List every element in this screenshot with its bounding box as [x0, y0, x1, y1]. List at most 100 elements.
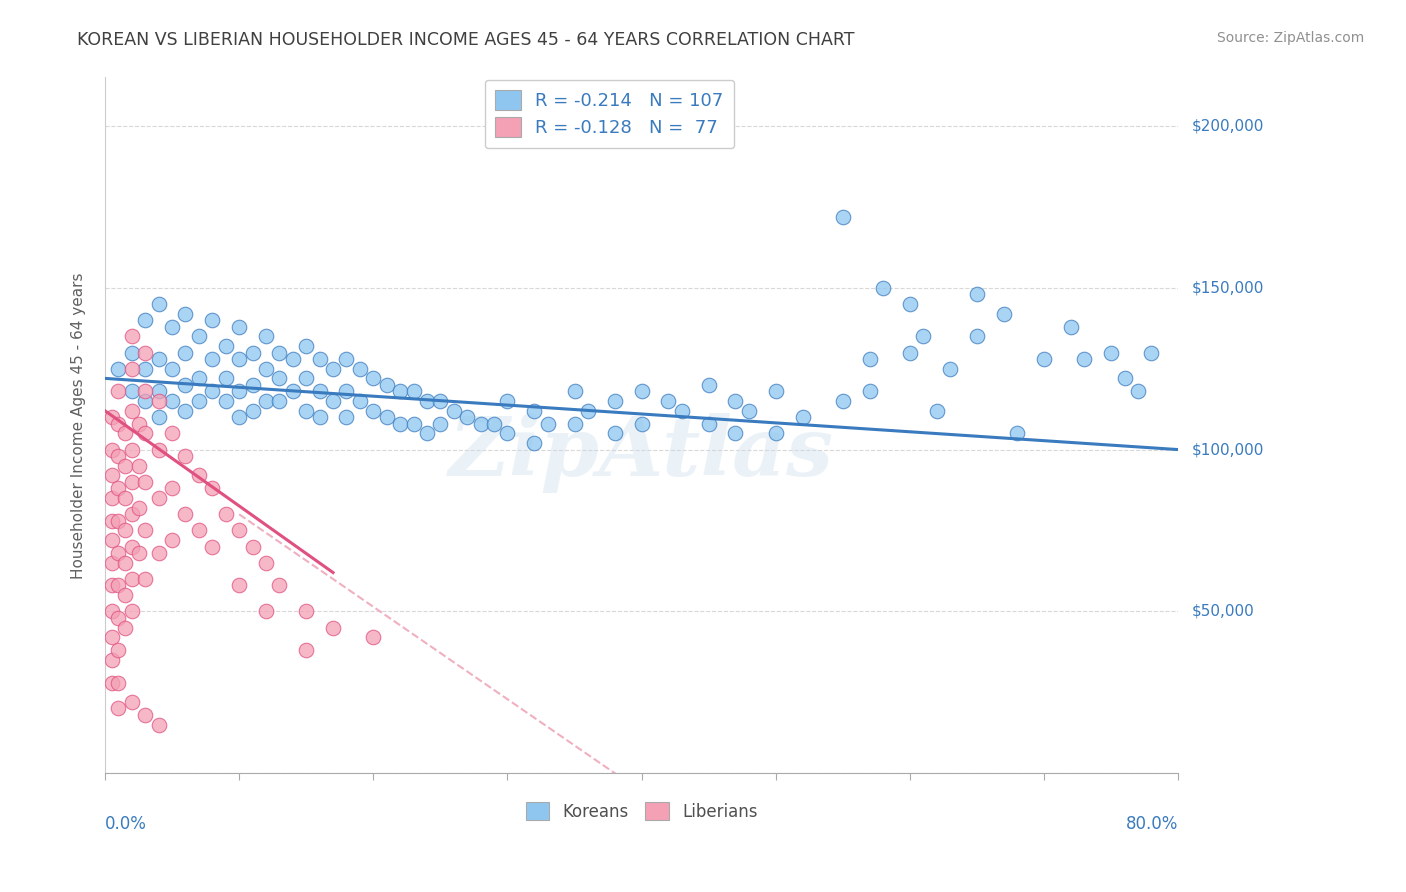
Point: [128, 500, 150, 515]
Point: [121, 508, 143, 522]
Point: [187, 329, 209, 343]
Point: [765, 384, 787, 399]
Point: [107, 417, 129, 431]
Point: [254, 556, 277, 570]
Point: [134, 426, 156, 441]
Point: [993, 307, 1015, 321]
Point: [375, 410, 398, 425]
Point: [429, 394, 451, 409]
Point: [148, 384, 170, 399]
Point: [160, 426, 183, 441]
Point: [174, 403, 197, 417]
Point: [100, 675, 122, 690]
Point: [134, 384, 156, 399]
Point: [242, 540, 264, 554]
Point: [603, 426, 626, 441]
Point: [134, 524, 156, 538]
Point: [765, 426, 787, 441]
Point: [859, 351, 882, 366]
Point: [269, 394, 291, 409]
Point: [872, 281, 894, 295]
Point: [148, 491, 170, 505]
Point: [134, 572, 156, 586]
Point: [295, 339, 318, 353]
Point: [187, 394, 209, 409]
Text: 0.0%: 0.0%: [105, 815, 146, 833]
Text: $100,000: $100,000: [1192, 442, 1264, 457]
Point: [1126, 384, 1149, 399]
Point: [322, 394, 344, 409]
Point: [107, 384, 129, 399]
Point: [100, 533, 122, 548]
Point: [121, 475, 143, 489]
Point: [349, 394, 371, 409]
Point: [831, 394, 853, 409]
Y-axis label: Householder Income Ages 45 - 64 years: Householder Income Ages 45 - 64 years: [72, 272, 86, 579]
Point: [792, 410, 814, 425]
Point: [121, 403, 143, 417]
Point: [174, 307, 197, 321]
Point: [187, 468, 209, 483]
Point: [187, 371, 209, 385]
Point: [114, 556, 136, 570]
Point: [603, 394, 626, 409]
Point: [187, 524, 209, 538]
Point: [281, 384, 304, 399]
Point: [657, 394, 679, 409]
Point: [134, 708, 156, 723]
Point: [1140, 345, 1163, 359]
Point: [228, 384, 250, 399]
Point: [912, 329, 935, 343]
Point: [107, 361, 129, 376]
Point: [335, 410, 357, 425]
Point: [1099, 345, 1122, 359]
Point: [228, 319, 250, 334]
Point: [1114, 371, 1136, 385]
Point: [898, 297, 921, 311]
Legend: Koreans, Liberians: Koreans, Liberians: [519, 796, 763, 828]
Point: [148, 394, 170, 409]
Point: [537, 417, 560, 431]
Point: [148, 297, 170, 311]
Point: [966, 287, 988, 301]
Point: [898, 345, 921, 359]
Point: [697, 417, 720, 431]
Point: [242, 345, 264, 359]
Text: $200,000: $200,000: [1192, 119, 1264, 134]
Point: [148, 410, 170, 425]
Point: [470, 417, 492, 431]
Point: [523, 436, 546, 450]
Point: [308, 351, 330, 366]
Point: [966, 329, 988, 343]
Point: [160, 394, 183, 409]
Point: [121, 329, 143, 343]
Point: [201, 384, 224, 399]
Text: 80.0%: 80.0%: [1126, 815, 1178, 833]
Point: [295, 371, 318, 385]
Point: [114, 524, 136, 538]
Point: [121, 572, 143, 586]
Point: [402, 417, 425, 431]
Point: [925, 403, 948, 417]
Point: [107, 611, 129, 625]
Point: [100, 442, 122, 457]
Point: [308, 384, 330, 399]
Point: [121, 540, 143, 554]
Point: [121, 695, 143, 709]
Point: [148, 717, 170, 731]
Point: [269, 371, 291, 385]
Point: [100, 514, 122, 528]
Point: [630, 384, 652, 399]
Point: [121, 442, 143, 457]
Point: [724, 394, 747, 409]
Point: [335, 384, 357, 399]
Point: [121, 361, 143, 376]
Point: [100, 410, 122, 425]
Point: [416, 426, 439, 441]
Point: [160, 361, 183, 376]
Point: [349, 361, 371, 376]
Point: [201, 313, 224, 327]
Point: [242, 403, 264, 417]
Point: [114, 621, 136, 635]
Point: [114, 458, 136, 473]
